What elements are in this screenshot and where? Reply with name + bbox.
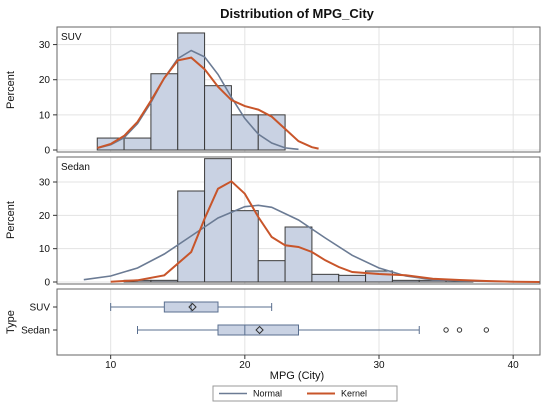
histogram-bar — [284, 226, 313, 283]
histogram-bar — [123, 137, 152, 151]
boxplot-mean-marker — [255, 325, 264, 335]
histogram-bar — [230, 210, 259, 283]
histogram-bar — [230, 114, 259, 151]
y-tick-label: 30 — [39, 40, 51, 51]
histogram-bar — [257, 260, 286, 283]
histogram-bar — [391, 279, 420, 283]
x-tick-label: 20 — [239, 360, 251, 371]
histogram-bar — [177, 32, 206, 151]
y-tick-label: 0 — [44, 278, 50, 289]
boxplot-outlier — [456, 327, 463, 333]
boxplot-category-label: Sedan — [21, 326, 50, 337]
x-tick-label: 30 — [373, 360, 385, 371]
legend: Normal Kernel — [212, 385, 398, 402]
legend-label: Kernel — [341, 389, 367, 399]
panel-frame — [56, 156, 541, 285]
histogram-bar — [338, 274, 367, 283]
normal-curve — [97, 49, 299, 151]
boxplot-mean-marker — [188, 302, 197, 312]
histogram-bar — [257, 114, 286, 151]
histogram-bar — [365, 270, 393, 283]
panel-frame — [56, 288, 541, 356]
histogram-bar — [204, 158, 232, 283]
x-tick-label: 40 — [508, 360, 520, 371]
y-axis-label: Percent — [5, 201, 17, 239]
boxplot-box — [217, 324, 299, 336]
panel-label: Sedan — [61, 162, 90, 173]
chart-title: Distribution of MPG_City — [220, 6, 375, 21]
legend-frame — [212, 385, 398, 402]
y-tick-label: 30 — [39, 178, 51, 189]
x-axis-label: MPG (City) — [270, 370, 324, 382]
y-tick-label: 0 — [44, 146, 50, 157]
histogram-bar — [150, 279, 179, 283]
y-tick-label: 20 — [39, 211, 51, 222]
y-axis-label: Percent — [5, 71, 17, 109]
histogram-bar — [150, 73, 179, 151]
legend-label: Normal — [253, 389, 282, 399]
y-tick-label: 10 — [39, 244, 51, 255]
boxplot-y-axis-label: Type — [5, 310, 17, 334]
panel-label: SUV — [61, 32, 82, 43]
panel-frame — [56, 26, 541, 153]
y-tick-label: 10 — [39, 110, 51, 121]
kernel-curve — [97, 56, 319, 150]
boxplot-outlier — [443, 327, 449, 333]
x-tick-label: 10 — [105, 360, 117, 371]
y-tick-label: 20 — [39, 75, 51, 86]
panels: SUV 0 10 20 30 Percent Sedan 0 10 20 30 Percent SUV S… — [5, 26, 541, 371]
kernel-curve — [110, 180, 541, 283]
histogram-bar — [311, 273, 340, 283]
boxplot-category-label: SUV — [29, 303, 50, 314]
boxplot-outlier — [483, 327, 490, 333]
